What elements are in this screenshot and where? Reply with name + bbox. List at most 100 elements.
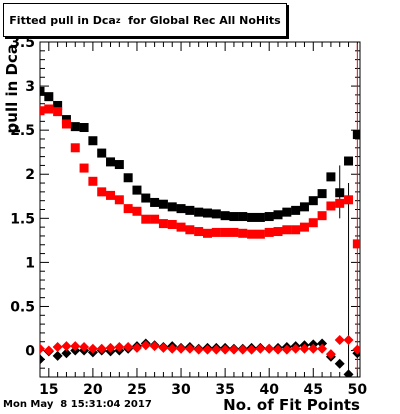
y-tick-label: 1.5 — [10, 211, 35, 227]
chart-title: Fitted pull in Dca z for Global Rec All … — [3, 3, 287, 37]
x-tick-label: 25 — [127, 382, 146, 398]
chart-title-rest: for Global Rec All NoHits — [120, 13, 281, 27]
data-point — [105, 342, 116, 353]
y-tick-label: 3 — [25, 79, 35, 95]
y-tick-label: 0 — [25, 344, 35, 360]
data-point — [291, 205, 301, 215]
data-point — [264, 227, 274, 237]
data-point — [141, 214, 151, 224]
data-point — [281, 344, 292, 355]
data-point — [176, 204, 186, 214]
data-point — [247, 229, 257, 239]
data-point — [70, 143, 80, 153]
data-point — [106, 190, 116, 200]
data-point — [343, 369, 354, 377]
data-point — [352, 130, 360, 140]
data-point — [167, 219, 177, 229]
data-point — [52, 350, 63, 361]
data-point — [317, 338, 328, 349]
data-point — [194, 227, 204, 237]
data-point — [334, 334, 345, 345]
data-point — [344, 156, 354, 166]
data-point — [79, 163, 89, 173]
data-point — [44, 92, 54, 102]
data-point — [326, 201, 336, 211]
data-point — [238, 212, 248, 222]
data-point — [70, 122, 80, 132]
data-point — [352, 344, 360, 355]
x-tick-label: 30 — [171, 382, 191, 398]
data-point — [158, 219, 168, 229]
data-point — [43, 345, 54, 356]
data-point — [264, 212, 274, 222]
data-point — [61, 348, 72, 359]
data-point — [88, 176, 98, 186]
data-point — [308, 196, 318, 206]
data-point — [158, 199, 168, 209]
data-point — [167, 343, 178, 354]
data-point — [211, 209, 221, 219]
y-tick-label: 2.5 — [10, 123, 35, 139]
data-point — [131, 342, 142, 353]
data-point — [79, 342, 90, 353]
data-point — [229, 227, 239, 237]
data-point — [220, 344, 231, 355]
data-point — [185, 205, 195, 215]
data-point — [96, 343, 107, 354]
data-point — [97, 148, 107, 158]
data-point — [282, 207, 292, 217]
data-point — [273, 344, 284, 355]
x-tick-label: 35 — [215, 382, 234, 398]
data-point — [308, 218, 318, 228]
data-point — [52, 342, 63, 353]
y-tick-label: 1 — [25, 255, 35, 271]
data-point — [326, 172, 336, 182]
data-point — [335, 198, 345, 208]
data-point — [150, 214, 160, 224]
data-point — [123, 204, 133, 214]
data-point — [123, 342, 134, 353]
data-point — [264, 343, 275, 354]
data-point — [220, 211, 230, 221]
x-tick-label: 20 — [83, 382, 103, 398]
data-point — [202, 208, 212, 218]
data-point — [193, 344, 204, 355]
data-point — [114, 195, 124, 205]
x-tick-label: 50 — [348, 382, 368, 398]
x-tick-label: 40 — [259, 382, 279, 398]
data-point — [246, 344, 257, 355]
y-tick-label: 0.5 — [10, 299, 35, 315]
data-point — [228, 344, 239, 355]
data-point — [255, 212, 265, 222]
data-point — [229, 212, 239, 222]
data-point — [237, 344, 248, 355]
data-point — [53, 100, 63, 110]
data-point — [88, 136, 98, 146]
y-axis-title: pull in Dca — [3, 44, 21, 133]
data-point — [149, 341, 160, 352]
data-point — [40, 106, 45, 116]
data-point — [220, 227, 230, 237]
data-point — [44, 104, 54, 114]
data-point — [40, 343, 45, 354]
data-point — [132, 206, 142, 216]
data-point — [202, 344, 213, 355]
x-tick-label: 15 — [39, 382, 58, 398]
data-point — [238, 228, 248, 238]
y-tick-label: 2 — [25, 167, 35, 183]
data-point — [176, 222, 186, 232]
data-point — [61, 119, 71, 129]
data-point — [150, 197, 160, 207]
data-point — [317, 343, 328, 354]
timestamp: Mon May 8 15:31:04 2017 — [3, 399, 152, 410]
data-point — [61, 341, 72, 352]
data-point — [202, 228, 212, 238]
data-point — [343, 334, 354, 345]
data-point — [211, 227, 221, 237]
data-point — [114, 342, 125, 353]
data-point — [273, 227, 283, 237]
data-point — [299, 343, 310, 354]
data-point — [40, 354, 45, 365]
data-point — [344, 195, 354, 205]
data-point — [282, 225, 292, 235]
